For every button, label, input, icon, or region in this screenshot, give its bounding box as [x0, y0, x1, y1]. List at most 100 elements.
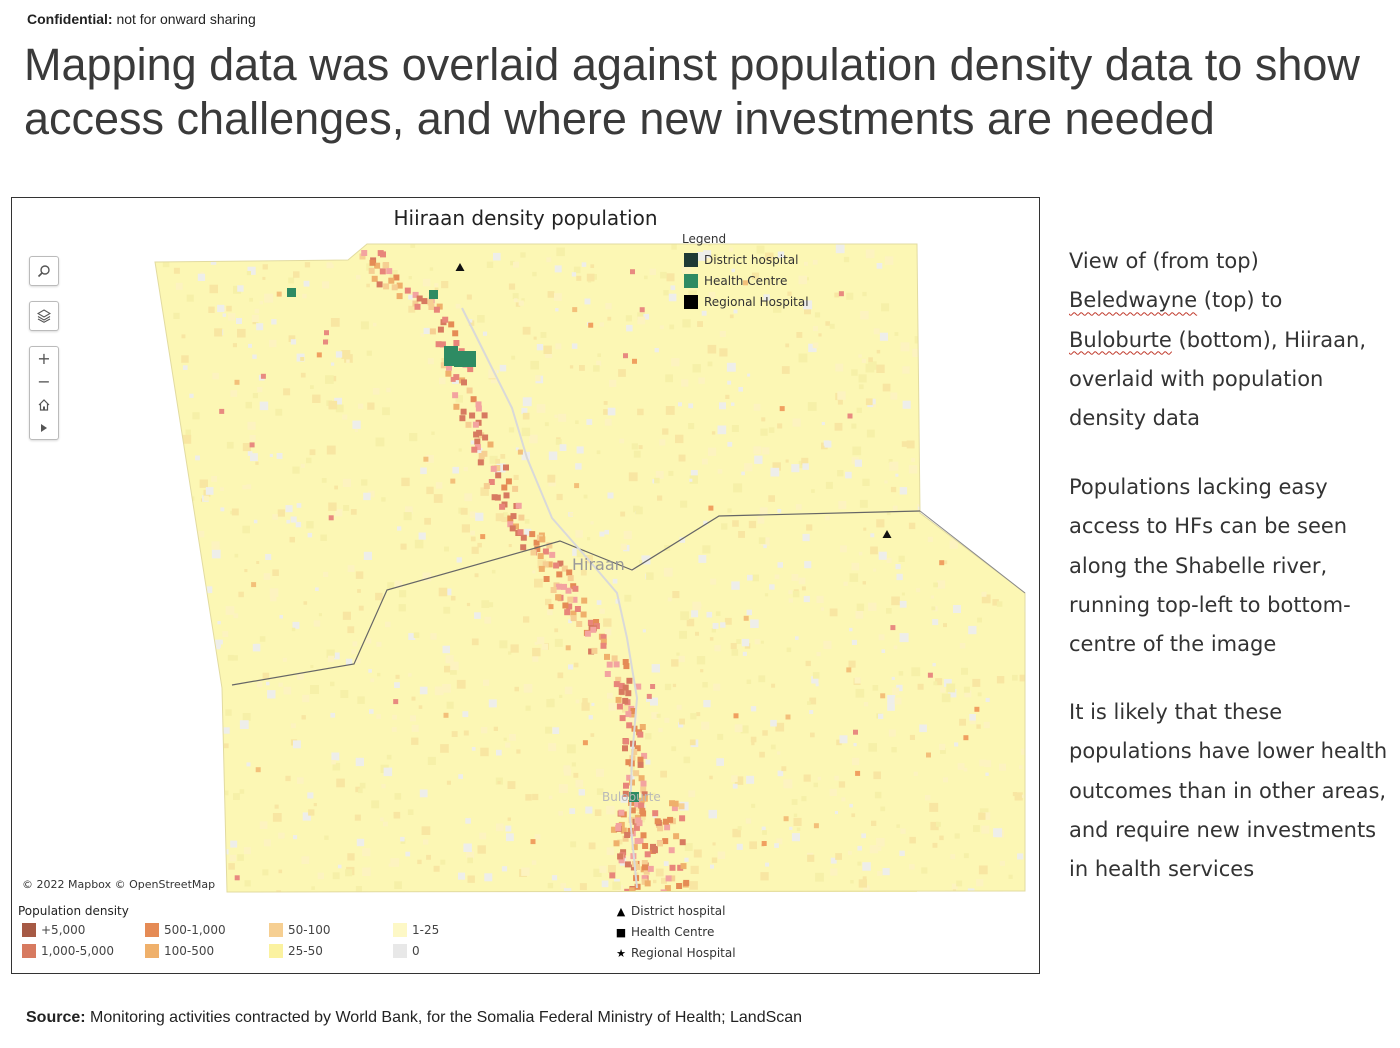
density-cell — [509, 525, 516, 532]
density-cell — [237, 328, 246, 338]
density-cell — [394, 580, 403, 588]
density-cell — [760, 872, 769, 881]
density-cell — [749, 841, 757, 850]
density-cell — [495, 472, 502, 479]
density-cell — [320, 534, 327, 541]
play-button[interactable] — [30, 416, 58, 439]
density-cell — [756, 245, 765, 254]
density-cell — [719, 348, 728, 357]
density-cell — [639, 807, 646, 814]
density-cell — [703, 250, 712, 258]
density-cell — [981, 825, 990, 834]
density-cell — [215, 876, 220, 881]
density-cell — [757, 516, 765, 524]
density-cell — [758, 258, 763, 262]
density-cell — [603, 401, 608, 405]
density-cell — [641, 791, 648, 798]
density-cell — [943, 777, 948, 783]
density-cell — [477, 315, 485, 323]
density-cell — [613, 840, 620, 847]
density-cell — [813, 326, 818, 332]
density-cell — [630, 708, 637, 714]
density-cell — [712, 623, 719, 629]
density-cell — [858, 551, 863, 556]
density-cell — [411, 696, 416, 701]
density-cell — [852, 757, 860, 766]
density-cell — [311, 886, 315, 890]
density-cell — [960, 308, 964, 313]
density-cell — [620, 543, 627, 550]
health-centre-marker[interactable] — [429, 290, 438, 299]
density-cell — [507, 521, 514, 528]
density-cell — [247, 421, 256, 430]
density-cell — [283, 686, 292, 695]
density-cell — [658, 728, 663, 733]
density-cell — [884, 256, 894, 265]
district-hospital-marker[interactable] — [455, 263, 465, 271]
density-cell — [977, 692, 982, 697]
density-cell — [534, 546, 541, 553]
map-attribution[interactable]: © 2022 Mapbox © OpenStreetMap — [22, 878, 216, 891]
density-cell — [872, 685, 879, 691]
density-legend-label: 500-1,000 — [164, 923, 226, 937]
home-button[interactable] — [30, 393, 58, 416]
density-cell — [493, 252, 501, 261]
density-cell — [269, 453, 273, 457]
map-search-button[interactable] — [29, 256, 59, 286]
density-cell — [881, 649, 886, 653]
density-cell — [763, 544, 767, 549]
density-cell — [939, 560, 945, 566]
density-cell — [932, 326, 938, 331]
density-cell — [503, 492, 510, 499]
density-cell — [896, 573, 903, 581]
density-cell — [252, 393, 258, 399]
density-cell — [774, 843, 779, 848]
density-cell — [408, 276, 412, 280]
zoom-out-button[interactable]: − — [37, 372, 51, 391]
density-cell — [962, 378, 967, 384]
density-cell — [732, 828, 741, 838]
density-cell — [668, 293, 677, 302]
density-cell — [326, 445, 336, 455]
density-cell — [347, 626, 355, 634]
health-centre-marker[interactable] — [629, 792, 639, 802]
density-cell — [571, 596, 578, 603]
health-centre-marker[interactable] — [287, 288, 296, 297]
density-cell — [510, 513, 517, 520]
density-cell — [860, 311, 869, 320]
density-cell — [441, 281, 449, 289]
map-layers-button[interactable] — [29, 301, 59, 331]
zoom-in-button[interactable]: + — [37, 349, 51, 368]
density-cell — [584, 630, 591, 637]
density-cell — [274, 804, 279, 809]
density-cell — [927, 536, 933, 542]
district-hospital-marker[interactable] — [882, 530, 892, 538]
density-cell — [503, 512, 508, 517]
density-cell — [482, 434, 489, 441]
density-map[interactable] — [12, 198, 1039, 973]
density-cell — [494, 465, 501, 471]
density-cell — [957, 763, 965, 770]
density-cell — [427, 358, 434, 365]
density-cell — [647, 865, 654, 872]
region-outline — [154, 243, 1026, 893]
density-cell — [829, 788, 837, 796]
density-cell — [616, 703, 623, 710]
density-cell — [994, 295, 1003, 304]
density-cell — [1014, 792, 1023, 801]
density-cell — [963, 686, 970, 693]
density-cell — [834, 422, 843, 431]
density-cell — [434, 287, 439, 292]
density-cell — [709, 637, 714, 641]
density-cell — [882, 868, 890, 876]
facility-markers[interactable] — [287, 263, 892, 802]
density-cell — [596, 788, 604, 795]
density-cell — [574, 483, 580, 489]
density-cell — [982, 812, 991, 820]
density-cell — [546, 699, 555, 708]
density-cell — [948, 689, 957, 698]
density-cell — [909, 864, 915, 870]
density-cell — [644, 851, 651, 858]
health-centre-marker[interactable] — [454, 351, 476, 367]
density-cell — [925, 334, 932, 341]
